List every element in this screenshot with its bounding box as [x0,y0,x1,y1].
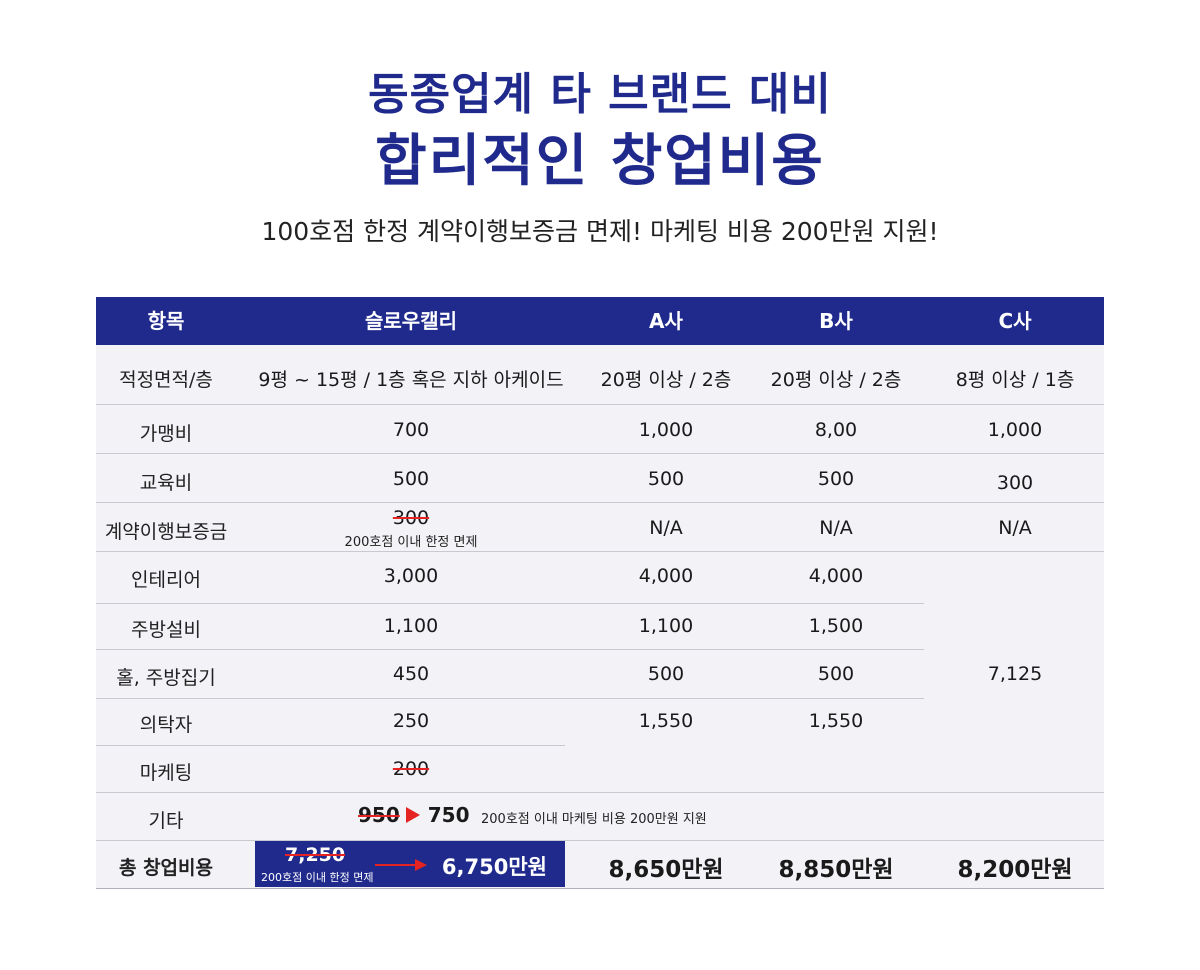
cost-comparison-table: 항목 슬로우캘리 A사 B사 C사 적정면적/층 9평 ~ 15평 / 1층 혹… [96,297,1104,889]
arrow-line [375,864,419,866]
row-label: 가맹비 [139,423,193,445]
total-a: 8,650만원 [608,857,724,883]
divider [96,603,924,604]
title-line2: 합리적인 창업비용 [375,129,825,194]
header-c: C사 [998,309,1032,333]
header-item: 항목 [147,309,185,333]
cell-a: 1,000 [638,419,694,441]
divider [96,453,1104,454]
cell-b: 1,550 [808,710,864,732]
cell-slowcali: 700 [392,419,430,441]
table-header: 항목 슬로우캘리 A사 B사 C사 [96,297,1104,345]
row-label: 적정면적/층 [119,369,213,391]
header-a: A사 [649,309,683,333]
cell-slowcali-struck: 300 [392,507,430,529]
etc-new-value: 750 [427,803,470,827]
cell-b: 1,500 [808,615,864,637]
cell-slowcali: 3,000 [383,565,439,587]
cell-slowcali-struck: 200 [392,758,430,780]
divider [96,888,1104,889]
total-note: 200호점 이내 한정 면제 [261,871,374,884]
cell-a: 1,100 [638,615,694,637]
row-label: 총 창업비용 [118,857,213,879]
cell-slowcali: 1,100 [383,615,439,637]
arrow-right-icon [415,859,427,871]
divider [96,792,1104,793]
cell-c: 8평 이상 / 1층 [955,369,1075,391]
divider [96,502,1104,503]
row-label: 홀, 주방집기 [116,667,216,689]
row-label: 인테리어 [131,569,201,591]
cell-slowcali: 500 [392,468,430,490]
cell-a: N/A [649,517,683,539]
cell-b: 20평 이상 / 2층 [770,369,902,391]
row-label: 기타 [148,810,184,832]
cell-b: 500 [817,663,855,685]
cell-slowcali-note: 200호점 이내 한정 면제 [344,535,478,550]
cell-slowcali: 250 [392,710,430,732]
divider [96,649,924,650]
divider [96,840,1104,841]
cell-b: 8,00 [814,419,858,441]
total-slowcali-box: 7,250 200호점 이내 한정 면제 6,750만원 [255,841,565,887]
cell-a: 500 [647,663,685,685]
subtitle: 100호점 한정 계약이행보증금 면제! 마케팅 비용 200만원 지원! [261,217,939,246]
cell-slowcali: 450 [392,663,430,685]
cell-c: 1,000 [987,419,1043,441]
row-label: 계약이행보증금 [104,521,228,543]
cell-a: 1,550 [638,710,694,732]
cell-b: N/A [819,517,853,539]
header-slowcali: 슬로우캘리 [365,309,457,333]
divider [96,404,1104,405]
row-label: 주방설비 [131,619,201,641]
cell-c: 300 [996,472,1034,494]
row-label: 교육비 [139,472,193,494]
divider [96,745,565,746]
etc-change: 950 750 [358,803,470,827]
cell-c-merged: 7,125 [987,663,1043,685]
total-b: 8,850만원 [778,857,894,883]
etc-note: 200호점 이내 마케팅 비용 200만원 지원 [481,812,707,827]
cell-slowcali: 9평 ~ 15평 / 1층 혹은 지하 아케이드 [258,369,564,391]
header-b: B사 [819,309,853,333]
divider [96,698,924,699]
etc-old-value: 950 [358,803,400,827]
right-arrow-icon [405,806,420,823]
cell-a: 4,000 [638,565,694,587]
row-label: 마케팅 [139,762,193,784]
title-line1: 동종업계 타 브랜드 대비 [368,69,832,120]
cell-c: N/A [998,517,1032,539]
cell-b: 500 [817,468,855,490]
cell-a: 20평 이상 / 2층 [600,369,732,391]
row-label: 의탁자 [139,714,193,736]
total-old-value: 7,250 [285,844,346,866]
cell-a: 500 [647,468,685,490]
total-c: 8,200만원 [957,857,1073,883]
total-new-value: 6,750만원 [441,855,547,879]
divider [96,551,1104,552]
cell-b: 4,000 [808,565,864,587]
